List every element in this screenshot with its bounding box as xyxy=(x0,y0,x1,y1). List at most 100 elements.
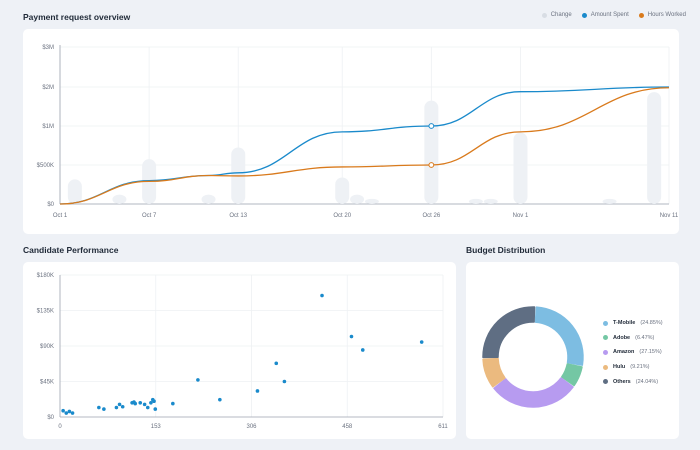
y-tick-label: $500K xyxy=(37,163,54,169)
legend-percentage: (27.15%) xyxy=(639,349,662,356)
x-tick-label: 306 xyxy=(246,424,257,430)
legend-label: T-Mobile xyxy=(613,320,636,327)
scatter-point xyxy=(117,402,122,407)
x-tick-label: Oct 13 xyxy=(229,213,247,219)
scatter-point xyxy=(349,334,354,339)
x-tick-label: Oct 20 xyxy=(333,213,351,219)
budget-legend: T-Mobile (24.85%) Adobe (6.47%) Amazon (27.15… xyxy=(603,316,663,389)
highlight-marker xyxy=(428,123,435,129)
legend-label: Amount Spent xyxy=(590,12,629,18)
y-tick-label: $2M xyxy=(42,85,54,91)
legend-label: Change xyxy=(550,12,572,18)
change-bar xyxy=(201,194,216,204)
donut-slice-t-mobile xyxy=(534,306,584,366)
legend-percentage: (24.04%) xyxy=(635,378,659,385)
budget-legend-item[interactable]: Adobe (6.47%) xyxy=(603,331,663,346)
legend-item-amount-spent[interactable]: Amount Spent xyxy=(581,12,629,18)
y-tick-label: $1M xyxy=(42,124,54,130)
scatter-point xyxy=(142,402,147,407)
candidate-scatter-chart: $0 $45K $90K $135K $180K 0 153 306 458 611 xyxy=(37,273,449,430)
legend-label: Hulu xyxy=(613,364,626,371)
y-tick-label: $0 xyxy=(47,202,54,208)
scatter-point xyxy=(114,405,119,410)
amount-spent-line xyxy=(59,86,670,205)
y-tick-label: $180K xyxy=(37,273,54,279)
change-bar xyxy=(513,132,528,204)
scatter-point xyxy=(64,411,69,415)
change-bar xyxy=(350,194,365,204)
legend-label: Others xyxy=(613,378,631,385)
legend-dot xyxy=(603,379,608,385)
x-tick-label: 0 xyxy=(58,424,62,430)
x-tick-label: Oct 26 xyxy=(422,213,440,219)
change-bar xyxy=(335,177,350,204)
y-tick-label: $90K xyxy=(40,344,54,350)
legend-item-change[interactable]: Change xyxy=(541,12,572,18)
y-tick-label: $0 xyxy=(47,415,54,421)
legend-dot xyxy=(603,335,608,341)
scatter-point xyxy=(419,340,424,344)
payment-line-chart: $0 $500K $1M $2M $3M Oct 1 Oct 7 Oct 13 Oct 20 Oc… xyxy=(37,45,679,219)
budget-legend-item[interactable]: Amazon (27.15%) xyxy=(603,345,663,360)
legend-label: Adobe xyxy=(613,334,631,341)
scatter-point xyxy=(274,361,279,366)
scatter-point xyxy=(133,401,138,406)
x-tick-label: 153 xyxy=(151,424,162,430)
legend-dot xyxy=(603,364,608,370)
change-bar xyxy=(602,198,617,204)
scatter-chart-title: Candidate Performance xyxy=(23,245,119,255)
legend-item-hours-worked[interactable]: Hours Worked xyxy=(638,12,686,18)
hours-worked-line xyxy=(59,87,670,205)
payment-chart-title: Payment request overview xyxy=(23,12,131,22)
budget-legend-item[interactable]: T-Mobile (24.85%) xyxy=(603,316,663,331)
scatter-point xyxy=(61,408,65,413)
budget-donut-chart xyxy=(482,306,584,408)
legend-percentage: (24.85%) xyxy=(640,320,663,327)
x-tick-label: Oct 1 xyxy=(53,213,68,219)
highlight-marker xyxy=(428,162,435,168)
scatter-point xyxy=(145,405,150,410)
x-tick-label: Nov 1 xyxy=(513,213,529,219)
scatter-chart-card xyxy=(23,262,456,439)
scatter-point xyxy=(102,407,106,411)
change-bar xyxy=(647,92,662,204)
legend-percentage: (9.21%) xyxy=(630,364,650,371)
pie-chart-title: Budget Distribution xyxy=(466,245,546,255)
scatter-point xyxy=(120,404,125,409)
legend-dot xyxy=(581,12,587,18)
donut-slice-amazon xyxy=(493,377,574,408)
budget-legend-item[interactable]: Others (24.04%) xyxy=(603,374,663,389)
change-bar xyxy=(483,198,498,204)
legend-dot xyxy=(638,12,644,18)
payment-chart-legend: Change Amount Spent Hours Worked xyxy=(541,12,686,18)
scatter-point xyxy=(70,411,75,415)
scatter-point xyxy=(149,401,153,405)
scatter-point xyxy=(97,405,101,410)
scatter-point xyxy=(138,401,143,405)
scatter-point xyxy=(218,397,222,402)
change-bar xyxy=(364,198,379,204)
y-tick-label: $3M xyxy=(42,45,54,51)
legend-dot xyxy=(541,12,547,18)
legend-dot xyxy=(603,320,608,326)
scatter-point xyxy=(282,379,287,384)
scatter-point xyxy=(320,293,324,298)
x-tick-label: Oct 7 xyxy=(142,213,157,219)
change-bar xyxy=(67,179,82,204)
budget-legend-item[interactable]: Hulu (9.21%) xyxy=(603,360,663,375)
scatter-point xyxy=(255,389,260,393)
y-tick-label: $135K xyxy=(37,309,54,315)
legend-label: Amazon xyxy=(613,349,635,356)
donut-slice-hulu xyxy=(482,357,506,388)
donut-slice-adobe xyxy=(561,363,583,387)
x-tick-label: Nov 11 xyxy=(660,213,679,219)
scatter-point xyxy=(360,348,365,352)
scatter-point xyxy=(171,401,175,406)
legend-label: Hours Worked xyxy=(647,12,686,18)
y-tick-label: $45K xyxy=(40,380,54,386)
donut-slice-others xyxy=(482,306,536,359)
legend-percentage: (6.47%) xyxy=(635,334,655,341)
scatter-point xyxy=(152,399,156,404)
scatter-point xyxy=(196,378,200,382)
x-tick-label: 458 xyxy=(342,424,353,430)
